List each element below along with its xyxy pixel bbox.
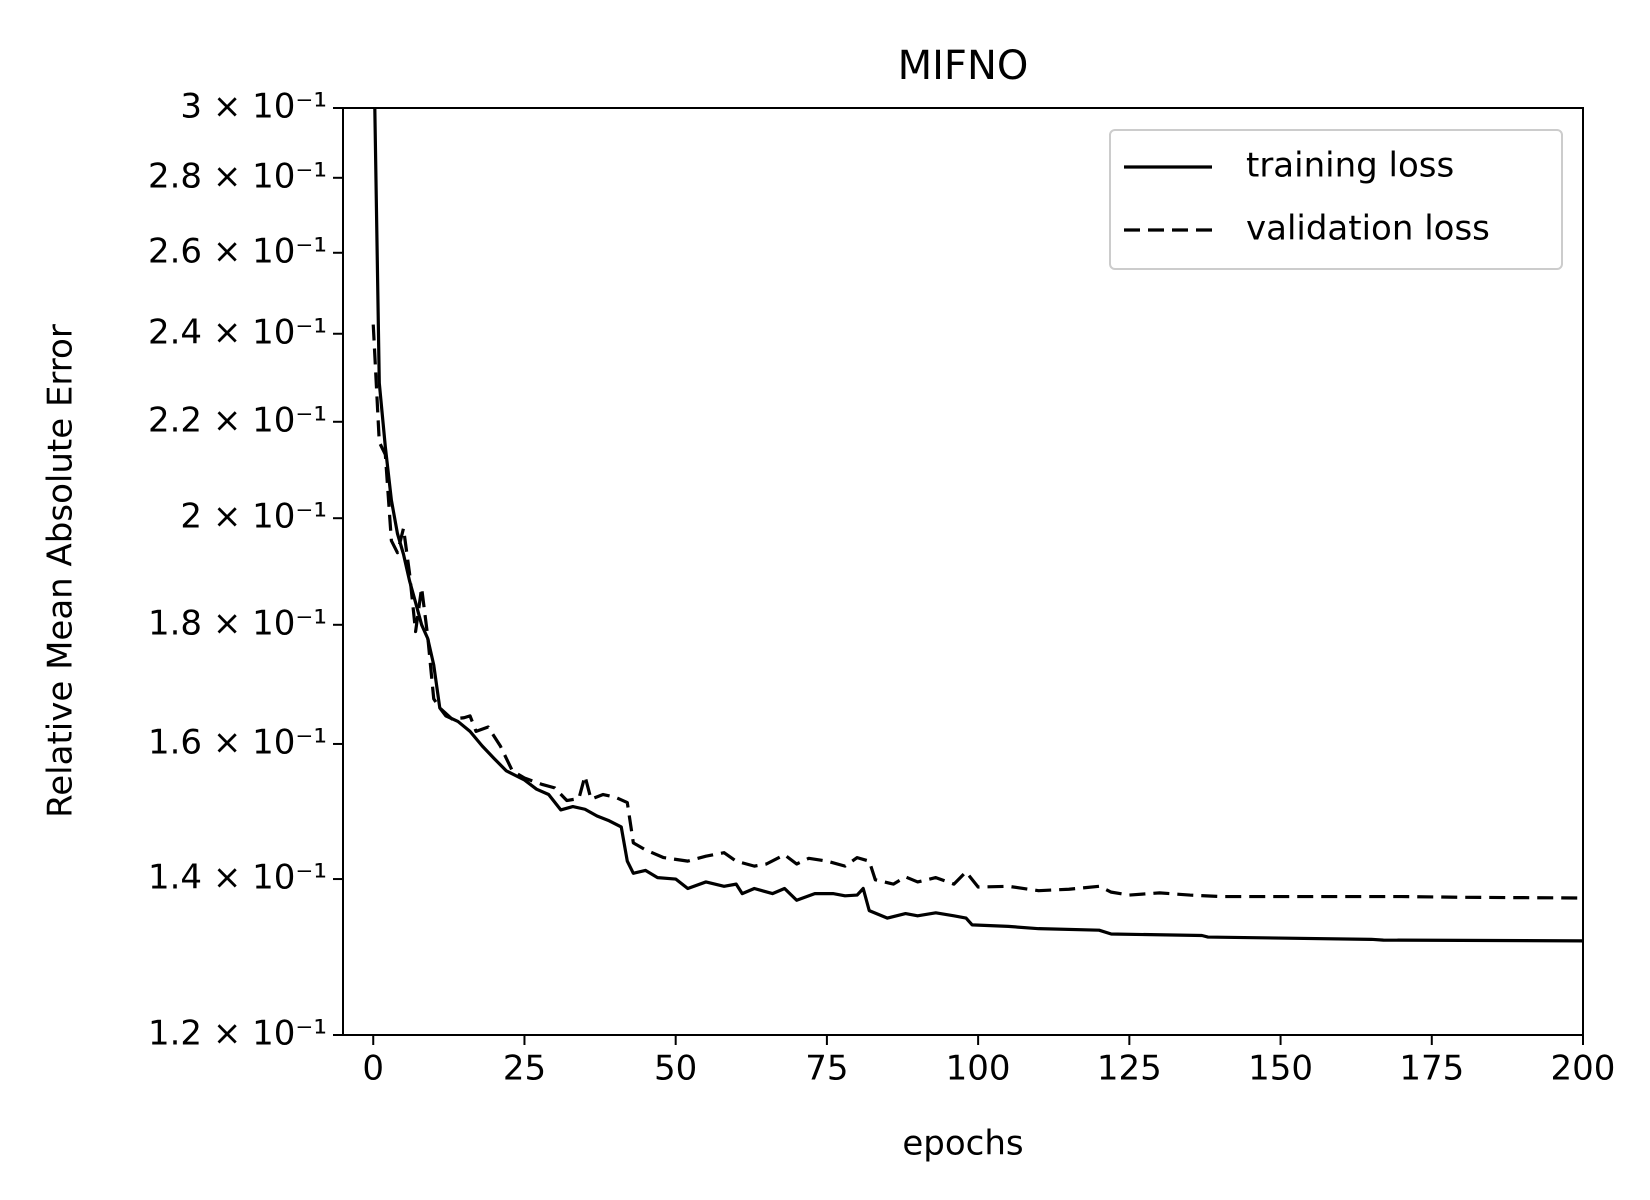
legend-label: validation loss bbox=[1246, 209, 1490, 249]
axes-frame bbox=[342, 107, 1584, 1036]
x-tick-label: 100 bbox=[946, 1049, 1011, 1089]
x-tick-label: 25 bbox=[503, 1049, 546, 1089]
x-tick-label: 0 bbox=[362, 1049, 384, 1089]
y-tick-label: 2.2 × 10⁻¹ bbox=[148, 400, 327, 440]
y-tick-label: 1.8 × 10⁻¹ bbox=[148, 603, 327, 643]
legend-label: training loss bbox=[1246, 146, 1454, 186]
y-tick-label: 1.2 × 10⁻¹ bbox=[148, 1014, 327, 1054]
x-tick-label: 150 bbox=[1248, 1049, 1313, 1089]
x-tick-label: 175 bbox=[1399, 1049, 1464, 1089]
x-axis-label: epochs bbox=[902, 1124, 1023, 1164]
plot-area bbox=[371, 108, 1583, 943]
y-tick-label: 2.4 × 10⁻¹ bbox=[148, 312, 327, 352]
x-tick-label: 50 bbox=[654, 1049, 697, 1089]
y-tick-label: 1.4 × 10⁻¹ bbox=[148, 858, 327, 898]
x-tick-label: 125 bbox=[1097, 1049, 1162, 1089]
x-tick-label: 75 bbox=[805, 1049, 848, 1089]
y-tick-label: 2 × 10⁻¹ bbox=[180, 497, 327, 537]
chart-title: MIFNO bbox=[898, 43, 1029, 89]
y-tick-label: 3 × 10⁻¹ bbox=[180, 87, 327, 127]
y-tick-label: 2.8 × 10⁻¹ bbox=[148, 156, 327, 196]
data-line bbox=[373, 108, 1583, 943]
y-axis-label: Relative Mean Absolute Error bbox=[41, 324, 81, 818]
y-tick-label: 2.6 × 10⁻¹ bbox=[148, 231, 327, 271]
legend-box bbox=[1109, 129, 1563, 270]
x-tick-label: 200 bbox=[1551, 1049, 1616, 1089]
data-line bbox=[371, 324, 1583, 900]
y-tick-label: 1.6 × 10⁻¹ bbox=[148, 722, 327, 762]
